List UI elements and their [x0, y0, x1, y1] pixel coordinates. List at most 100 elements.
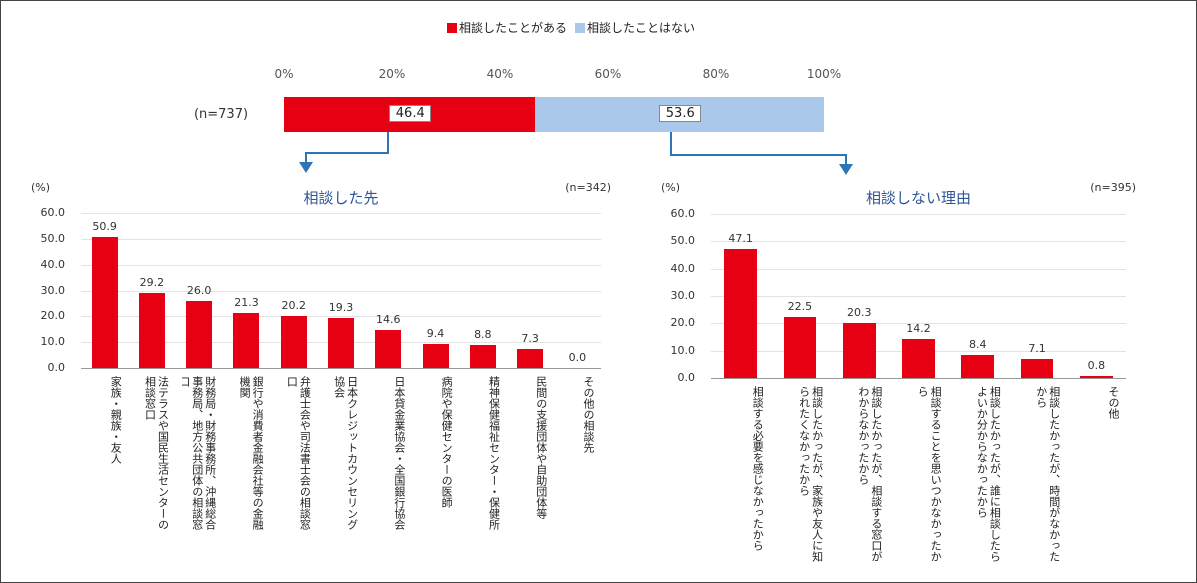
x-tick-label: 20% — [378, 67, 406, 81]
value-label: 26.0 — [186, 283, 212, 297]
bar — [1020, 358, 1054, 378]
value-label: 47.1 — [728, 232, 753, 246]
bar — [517, 349, 544, 368]
arrow — [305, 132, 389, 164]
bar — [375, 330, 402, 368]
value-label: 22.5 — [787, 299, 813, 313]
y-tick-label: 40.0 — [40, 257, 66, 271]
arrow-head — [299, 162, 313, 173]
y-tick-label: 0.0 — [47, 361, 66, 374]
x-tick-label: 相談することを思いつかなかったから — [916, 386, 943, 562]
x-tick-label: 弁護士会や司法書士会の相談窓口 — [285, 376, 312, 530]
value-label: 0.0 — [568, 351, 587, 364]
x-tick-label: 日本クレジットカウンセリング協会 — [332, 376, 359, 530]
y-tick-label: 20.0 — [670, 316, 696, 330]
bar — [91, 236, 118, 368]
grid-line — [711, 296, 1126, 297]
x-tick-label: 0% — [274, 67, 294, 81]
legend-item: 相談したことがある — [446, 19, 567, 36]
x-tick — [284, 83, 285, 87]
value-label: 9.4 — [426, 326, 445, 340]
legend-item: 相談したことはない — [575, 19, 695, 36]
x-tick-label: 相談する必要を感じなかったから — [751, 386, 765, 551]
category-label: (n=737) — [193, 107, 249, 122]
x-tick-label: 民間の支援団体や自助団体等 — [534, 376, 548, 519]
value-label: 46.4 — [389, 105, 432, 122]
value-label: 14.2 — [906, 322, 931, 336]
y-axis-label: (%) — [661, 181, 681, 194]
value-label: 20.2 — [281, 298, 306, 312]
legend: 相談したことがある 相談したことはない — [1, 19, 1141, 36]
grid-line — [711, 323, 1126, 325]
x-tick-label: 相談したかったが、誰に相談したらよいか分からなかったから — [975, 386, 1002, 562]
value-label: 50.9 — [92, 219, 117, 233]
x-tick-label: 病院や保健センターの医師 — [440, 376, 454, 508]
value-label: 0.8 — [1087, 358, 1106, 372]
x-tick-label: 法テラスや国民生活センターの相談窓口 — [143, 376, 170, 530]
grid-line — [81, 368, 601, 369]
grid-line — [711, 268, 1126, 270]
bar — [724, 249, 757, 378]
y-tick-label: 10.0 — [40, 335, 66, 349]
value-label: 7.1 — [1028, 341, 1046, 355]
x-tick — [824, 83, 825, 87]
grid-line — [81, 264, 601, 266]
value-label: 53.6 — [659, 105, 702, 122]
grid-line — [81, 213, 601, 214]
x-tick-label: 日本貸金業協会・全国銀行協会 — [392, 376, 406, 530]
y-tick-label: 50.0 — [670, 234, 696, 248]
x-tick — [608, 83, 609, 87]
x-tick-label: 家族・親族・友人 — [109, 376, 123, 464]
grid-line — [81, 290, 601, 292]
y-tick-label: 60.0 — [40, 206, 66, 219]
x-tick — [500, 83, 501, 87]
y-tick-label: 40.0 — [670, 261, 696, 275]
value-label: 8.4 — [969, 338, 987, 352]
x-tick-label: 相談したかったが、相談する窓口がわからなかったから — [856, 386, 883, 562]
chart-title: 相談しない理由 — [865, 189, 971, 207]
grid-line — [81, 238, 601, 240]
legend-label: 相談したことがある — [458, 21, 567, 35]
x-tick-label: その他 — [1106, 386, 1120, 419]
value-label: 7.3 — [521, 332, 539, 346]
bar — [280, 315, 307, 368]
y-tick-label: 60.0 — [670, 207, 696, 220]
bar — [422, 343, 449, 368]
arrow — [670, 132, 847, 166]
bar — [138, 292, 165, 368]
y-tick-label: 20.0 — [40, 309, 66, 323]
grid-line — [711, 214, 1126, 215]
legend-label: 相談したことはない — [587, 21, 696, 35]
value-label: 20.3 — [846, 305, 872, 319]
note: (n=342) — [565, 181, 611, 194]
bar — [469, 345, 496, 368]
chart-title: 相談した先 — [303, 189, 379, 207]
grid-line — [711, 378, 1126, 379]
x-tick-label: 100% — [806, 67, 842, 81]
y-tick-label: 50.0 — [40, 231, 66, 245]
x-tick — [392, 83, 393, 87]
note: (n=395) — [1090, 181, 1136, 194]
legend-swatch — [446, 22, 457, 33]
bar — [186, 300, 213, 368]
y-axis-label: (%) — [31, 181, 51, 194]
grid-line — [711, 241, 1126, 243]
value-label: 19.3 — [328, 301, 354, 315]
x-tick-label: 80% — [702, 67, 730, 81]
y-tick-label: 30.0 — [40, 283, 66, 297]
y-tick-label: 0.0 — [677, 371, 696, 384]
x-tick — [716, 83, 717, 87]
value-label: 29.2 — [139, 275, 165, 289]
x-tick-label: 40% — [486, 67, 514, 81]
bar — [902, 339, 935, 378]
bar — [1080, 375, 1113, 378]
value-label: 14.6 — [376, 313, 401, 327]
legend-swatch — [575, 22, 585, 33]
x-tick-label: 精神保健福祉センター・保健所 — [487, 376, 501, 530]
value-label: 8.8 — [474, 328, 492, 342]
value-label: 21.3 — [234, 295, 259, 309]
x-tick-label: 相談したかったが、時間がなかったから — [1034, 386, 1061, 562]
bar — [233, 312, 260, 368]
